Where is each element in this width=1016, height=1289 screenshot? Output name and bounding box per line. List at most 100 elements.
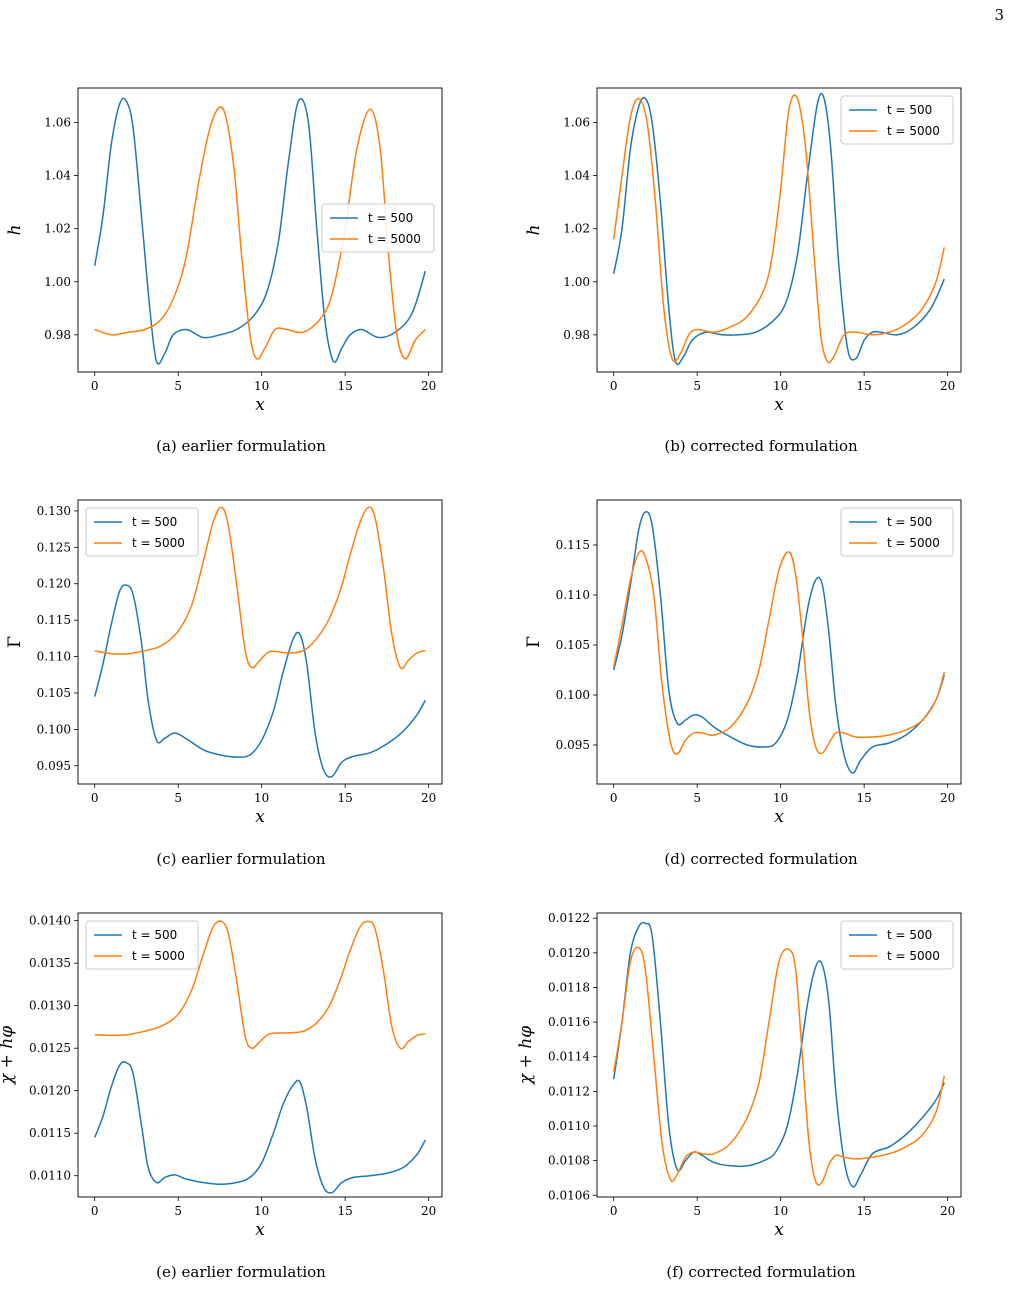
y-tick-label: 0.0115 (29, 1126, 71, 1140)
legend-box (85, 920, 199, 970)
series-line-t500 (612, 511, 946, 774)
y-axis-label: χ + hφ (0, 1026, 17, 1085)
y-tick-label: 0.0108 (548, 1154, 590, 1168)
y-tick-label: 1.04 (563, 169, 590, 183)
series-line-t5000 (612, 94, 946, 364)
x-tick-label: 10 (773, 1204, 788, 1218)
y-tick-label: 1.02 (563, 222, 590, 236)
y-tick-label: 0.0106 (548, 1188, 590, 1202)
y-tick-label: 0.120 (37, 577, 71, 591)
series-line-t5000 (94, 506, 426, 670)
legend-label-t500: t = 500 (368, 211, 413, 225)
y-tick-label: 0.0130 (29, 999, 71, 1013)
x-tick-label: 10 (254, 1204, 269, 1218)
x-tick-label: 0 (610, 791, 618, 805)
y-axis-label: Γ (5, 636, 25, 648)
series-line-t500 (612, 92, 945, 366)
y-tick-label: 0.110 (37, 650, 71, 664)
x-tick-label: 15 (857, 379, 872, 393)
x-tick-label: 0 (91, 791, 99, 805)
x-tick-label: 20 (940, 379, 955, 393)
y-axis-label: χ + hφ (516, 1026, 536, 1085)
legend-label-t500: t = 500 (887, 515, 932, 529)
legend-label-t500: t = 500 (887, 928, 932, 942)
y-tick-label: 0.0122 (548, 911, 590, 925)
series-line-t500 (93, 584, 426, 778)
y-axis-label: h (5, 225, 25, 236)
legend-box (321, 203, 435, 253)
legend-label-t5000: t = 5000 (887, 949, 940, 963)
legend-box (840, 920, 954, 970)
legend: t = 500 t = 5000 (321, 203, 435, 253)
y-tick-label: 0.095 (556, 738, 590, 752)
y-tick-label: 0.0110 (548, 1119, 590, 1133)
plot-frame (596, 499, 962, 785)
y-tick-label: 0.0110 (29, 1169, 71, 1183)
series-line-t5000 (94, 106, 426, 360)
legend-box (85, 507, 199, 557)
legend-label-t5000: t = 5000 (887, 124, 940, 138)
legend: t = 500 t = 5000 (85, 507, 199, 557)
plot-frame (77, 87, 443, 373)
y-tick-label: 1.00 (44, 275, 71, 289)
x-tick-label: 15 (857, 1204, 872, 1218)
y-tick-label: 0.0118 (548, 980, 590, 994)
legend-label-t5000: t = 5000 (132, 536, 185, 550)
x-tick-label: 20 (940, 791, 955, 805)
x-tick-label: 15 (338, 791, 353, 805)
legend: t = 500 t = 5000 (840, 507, 954, 557)
x-tick-label: 0 (610, 1204, 618, 1218)
plot-frame (77, 499, 443, 785)
chart-d: 0 5 10 15 20 0.095 0.100 0.105 0.110 0.115 x Γt = 5… (524, 499, 962, 827)
y-tick-label: 1.00 (563, 275, 590, 289)
legend-label-t5000: t = 5000 (132, 949, 185, 963)
legend-label-t500: t = 500 (887, 103, 932, 117)
caption-d: (d) corrected formulation (664, 850, 858, 868)
x-tick-label: 20 (940, 1204, 955, 1218)
x-tick-label: 10 (773, 379, 788, 393)
y-tick-label: 0.0114 (548, 1050, 590, 1064)
chart-e: 0 5 10 15 20 0.0110 0.0115 0.0120 0.0125 0.0130 0.… (0, 912, 443, 1240)
x-tick-label: 0 (91, 1204, 99, 1218)
y-tick-label: 0.100 (556, 688, 590, 702)
caption-c: (c) earlier formulation (156, 850, 326, 868)
x-tick-label: 5 (174, 1204, 182, 1218)
x-tick-label: 10 (773, 791, 788, 805)
x-axis-label: x (255, 807, 265, 827)
x-tick-label: 15 (338, 1204, 353, 1218)
y-tick-label: 0.105 (556, 638, 590, 652)
y-tick-label: 0.105 (37, 686, 71, 700)
series-line-t5000 (94, 920, 426, 1050)
x-axis-label: x (774, 395, 784, 415)
x-axis-label: x (255, 395, 265, 415)
y-tick-label: 0.115 (556, 538, 590, 552)
y-tick-label: 1.06 (563, 116, 590, 130)
x-tick-label: 5 (693, 379, 701, 393)
x-tick-label: 0 (610, 379, 618, 393)
series-line-t500 (612, 921, 945, 1188)
series-line-t500 (94, 1061, 426, 1194)
series-line-t5000 (612, 550, 946, 755)
y-tick-label: 0.0135 (29, 956, 71, 970)
chart-c: 0 5 10 15 20 0.095 0.100 0.105 0.110 0.115 0.120 0.… (5, 499, 443, 827)
x-tick-label: 15 (338, 379, 353, 393)
chart-b: 0 5 10 15 20 0.98 1.00 1.02 1.04 1.06 x h t = 500 t =… (524, 87, 962, 415)
x-tick-label: 5 (174, 791, 182, 805)
y-tick-label: 0.98 (563, 328, 590, 342)
caption-a: (a) earlier formulation (156, 437, 326, 455)
y-axis-label: h (524, 225, 544, 236)
x-tick-label: 20 (421, 791, 436, 805)
plot-frame (596, 912, 962, 1198)
legend-label-t500: t = 500 (132, 515, 177, 529)
y-tick-label: 0.0120 (548, 946, 590, 960)
y-tick-label: 0.0140 (29, 914, 71, 928)
x-tick-label: 5 (693, 1204, 701, 1218)
y-tick-label: 0.0116 (548, 1015, 590, 1029)
y-tick-label: 1.04 (44, 169, 71, 183)
x-axis-label: x (774, 807, 784, 827)
page-number: 3 (994, 6, 1004, 24)
y-tick-label: 0.100 (37, 722, 71, 736)
legend-label-t500: t = 500 (132, 928, 177, 942)
